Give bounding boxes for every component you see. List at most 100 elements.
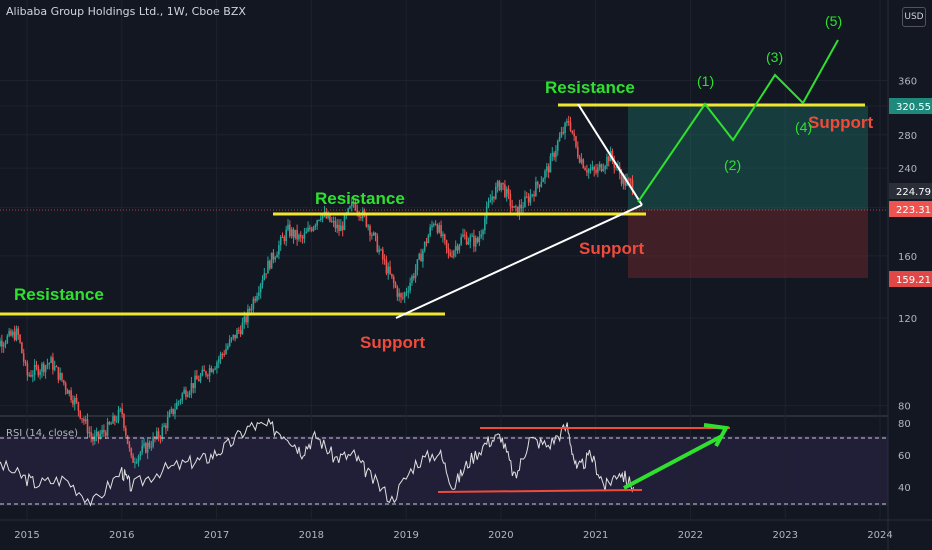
candle-body — [445, 240, 448, 248]
support-label-1: Support — [360, 333, 425, 352]
candle-body — [518, 204, 521, 216]
candle-body — [205, 371, 207, 376]
candle-body — [247, 308, 249, 323]
candle-body — [383, 259, 386, 261]
rsi-tick-60: 60 — [898, 451, 911, 462]
candle-body — [403, 292, 406, 298]
candle-body — [453, 250, 455, 257]
candle-body — [458, 244, 461, 251]
candle-body — [79, 410, 82, 419]
support-label-2: Support — [579, 239, 644, 258]
candle-body — [538, 184, 541, 187]
candle-body — [341, 225, 344, 230]
candle-body — [606, 156, 608, 167]
candle-body — [511, 205, 513, 208]
candle-body — [434, 224, 437, 226]
resistance-trendline[interactable] — [577, 103, 643, 206]
candle-body — [68, 390, 71, 394]
rsi-support-line[interactable] — [437, 489, 643, 493]
rsi-up-arrow[interactable] — [623, 434, 723, 490]
x-tick-label: 2021 — [583, 530, 608, 541]
candle-body — [365, 215, 368, 227]
support-trendline[interactable] — [395, 204, 643, 319]
candle-body — [392, 276, 395, 284]
candle-body — [32, 375, 34, 377]
resistance-label-1: Resistance — [14, 285, 104, 304]
candle-body — [225, 348, 227, 355]
candle-body — [476, 237, 479, 243]
candle-body — [412, 276, 415, 279]
candle-body — [259, 284, 262, 293]
candle-body — [347, 208, 349, 214]
candle-body — [316, 220, 318, 226]
candle-body — [442, 234, 444, 237]
candle-body — [134, 462, 136, 464]
chart-title[interactable]: Alibaba Group Holdings Ltd., 1W, Cboe BZ… — [6, 5, 246, 18]
time-axis[interactable]: 2015 2016 2017 2018 2019 2020 2021 2022 2023 2024 — [14, 530, 892, 541]
candle-body — [505, 188, 508, 197]
candle-body — [575, 136, 577, 147]
candle-body — [48, 363, 51, 365]
currency-button[interactable]: USD — [902, 7, 926, 27]
candle-body — [55, 366, 58, 368]
wave-label-5: (5) — [825, 13, 842, 29]
candle-body — [587, 169, 590, 173]
candle-body — [478, 236, 481, 243]
candle-body — [334, 220, 337, 229]
candle-body — [90, 432, 92, 437]
candle-body — [221, 353, 224, 355]
candle-body — [423, 241, 426, 251]
candle-body — [281, 236, 284, 238]
candle-body — [464, 234, 466, 236]
candle-body — [228, 339, 231, 346]
candle-body — [602, 169, 605, 172]
candle-body — [152, 436, 154, 447]
y-tick-label: 120 — [898, 314, 917, 325]
candle-body — [104, 432, 107, 436]
candle-body — [615, 167, 617, 169]
candle-body — [245, 316, 247, 323]
x-tick-label: 2016 — [109, 530, 134, 541]
x-tick-label: 2020 — [488, 530, 513, 541]
candle-body — [327, 214, 329, 219]
candle-body — [41, 363, 43, 372]
candle-body — [53, 366, 56, 370]
candle-body — [95, 431, 98, 436]
candle-body — [350, 202, 353, 207]
x-tick-label: 2022 — [678, 530, 703, 541]
rsi-line — [0, 417, 635, 507]
candle-body — [598, 164, 601, 168]
candle-body — [258, 292, 260, 296]
candle-body — [454, 246, 457, 251]
candle-body — [531, 194, 534, 196]
candle-body — [28, 374, 30, 376]
candles — [0, 115, 634, 469]
candle-body — [556, 141, 559, 151]
candle-body — [66, 389, 69, 394]
candle-body — [571, 130, 574, 134]
elliott-wave-projection[interactable] — [637, 39, 839, 203]
candle-body — [398, 293, 400, 297]
candle-body — [150, 446, 153, 448]
candle-body — [580, 159, 583, 163]
candle-body — [176, 402, 178, 410]
candle-body — [241, 322, 244, 335]
candle-body — [73, 398, 76, 405]
current-top-badge — [889, 183, 932, 199]
candle-body — [360, 216, 362, 219]
stop-price: 159.21 — [896, 275, 931, 286]
candle-body — [155, 431, 158, 438]
candle-body — [197, 379, 200, 382]
candle-body — [46, 364, 49, 366]
candle-body — [154, 436, 156, 438]
candle-body — [389, 266, 391, 274]
candle-body — [272, 252, 275, 260]
rsi-title[interactable]: RSI (14, close) — [6, 428, 79, 439]
candle-body — [296, 229, 298, 240]
candle-body — [101, 429, 103, 435]
candle-body — [276, 254, 278, 258]
candle-body — [356, 209, 359, 213]
price-axis[interactable]: 36032028024020016012080 — [898, 77, 917, 413]
candle-body — [407, 290, 410, 293]
